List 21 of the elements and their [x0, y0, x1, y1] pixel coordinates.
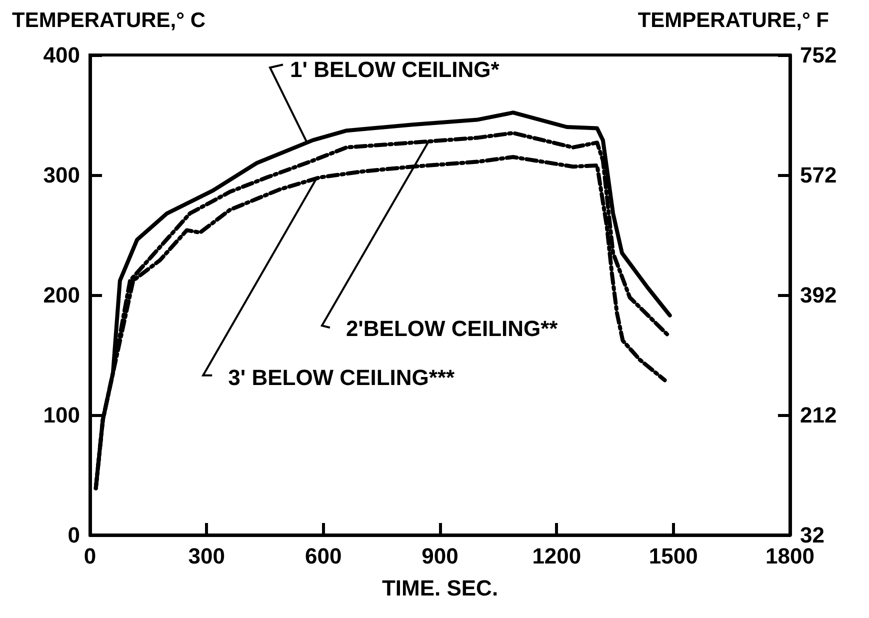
annotation: 2'BELOW CEILING** [346, 316, 558, 342]
y2-axis-title: TEMPERATURE,° F [638, 9, 830, 32]
x-tick-label: 900 [422, 544, 458, 568]
y2-tick-label: 392 [800, 282, 837, 308]
y-axis-title: TEMPERATURE,° C [12, 9, 206, 32]
y2-tick-label: 572 [800, 162, 837, 188]
x-tick-label: 600 [304, 544, 342, 568]
y2-tick-label: 212 [800, 402, 837, 428]
x-axis-title: TIME. SEC. [382, 576, 498, 600]
y-tick-label: 200 [43, 282, 80, 308]
annotation: 1' BELOW CEILING* [290, 57, 500, 82]
y-tick-label: 400 [43, 42, 80, 68]
annotation: 3' BELOW CEILING*** [228, 364, 456, 390]
y-tick-label: 0 [68, 522, 80, 548]
y-tick-label: 100 [43, 402, 80, 428]
x-tick-label: 0 [84, 544, 96, 568]
x-tick-label: 300 [188, 544, 226, 568]
x-tick-label: 1500 [648, 544, 698, 568]
x-tick-label: 1200 [532, 544, 582, 568]
y2-tick-label: 752 [800, 42, 837, 68]
y-tick-label: 300 [43, 162, 80, 188]
